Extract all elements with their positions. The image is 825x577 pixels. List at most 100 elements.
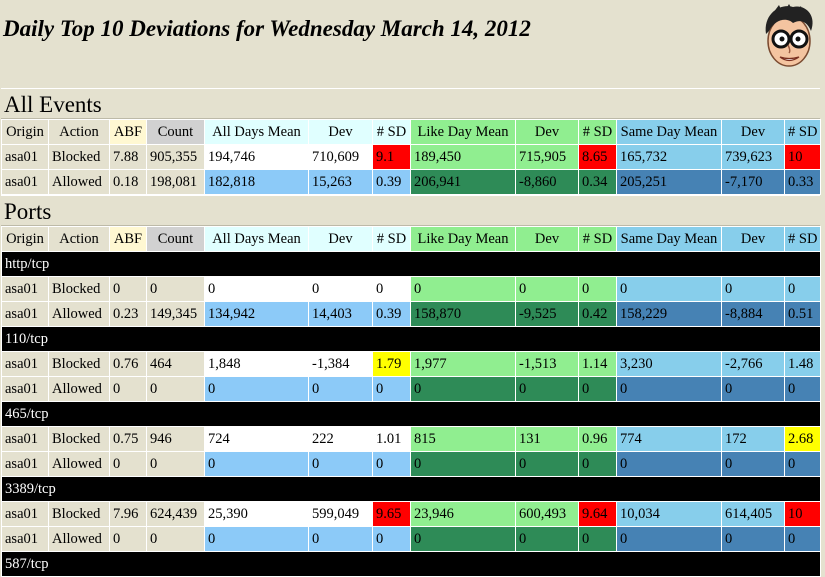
cell-same-day-mean: 774 xyxy=(616,426,722,452)
cell-same-day-mean: 3,230 xyxy=(616,351,722,377)
header-count: Count xyxy=(146,119,205,145)
cell-abf: 7.96 xyxy=(109,501,147,527)
cell-same-day-dev: 0 xyxy=(721,451,785,477)
cell-same-day-mean: 0 xyxy=(616,276,722,302)
group-label: 110/tcp xyxy=(1,326,821,352)
cell-all-days-mean: 0 xyxy=(204,276,309,302)
group-row: 3389/tcp xyxy=(1,476,821,502)
cell-all-days-sd: 9.65 xyxy=(372,501,411,527)
cell-same-day-dev: 0 xyxy=(721,376,785,402)
cell-same-day-sd: 0.51 xyxy=(784,301,821,327)
cell-action: Allowed xyxy=(48,451,110,477)
cell-like-day-sd: 0 xyxy=(578,526,617,552)
report-content: All Events Origin Action ABF Count All Days M… xyxy=(1,88,821,577)
cell-like-day-sd: 0.96 xyxy=(578,426,617,452)
cell-origin: asa01 xyxy=(1,144,49,170)
cell-same-day-sd: 10 xyxy=(784,501,821,527)
cell-same-day-sd: 0.33 xyxy=(784,169,821,195)
cell-action: Allowed xyxy=(48,376,110,402)
cell-all-days-mean: 25,390 xyxy=(204,501,309,527)
table-row: asa01 Allowed 0 0 0 0 0 0 0 0 0 0 0 xyxy=(1,451,821,477)
cell-like-day-dev: 0 xyxy=(515,526,579,552)
cell-like-day-mean: 0 xyxy=(410,451,516,477)
header-same-day-sd: # SD xyxy=(784,226,821,252)
cell-same-day-mean: 0 xyxy=(616,376,722,402)
cell-like-day-mean: 1,977 xyxy=(410,351,516,377)
header-origin: Origin xyxy=(1,119,49,145)
header-like-day-sd: # SD xyxy=(578,226,617,252)
table-row: asa01 Blocked 7.96 624,439 25,390 599,049 9.65… xyxy=(1,501,821,527)
header-like-day-sd: # SD xyxy=(578,119,617,145)
cell-same-day-sd: 0 xyxy=(784,451,821,477)
cell-all-days-sd: 1.01 xyxy=(372,426,411,452)
cell-origin: asa01 xyxy=(1,526,49,552)
cell-all-days-dev: 710,609 xyxy=(308,144,373,170)
cell-all-days-mean: 0 xyxy=(204,526,309,552)
cell-origin: asa01 xyxy=(1,351,49,377)
header-all-days-sd: # SD xyxy=(372,226,411,252)
header-action: Action xyxy=(48,119,110,145)
cell-same-day-dev: 0 xyxy=(721,276,785,302)
header-like-day-dev: Dev xyxy=(515,226,579,252)
cell-like-day-dev: 715,905 xyxy=(515,144,579,170)
header-same-day-dev: Dev xyxy=(721,226,785,252)
header-all-days-mean: All Days Mean xyxy=(204,226,309,252)
cell-all-days-dev: 15,263 xyxy=(308,169,373,195)
cell-all-days-sd: 0 xyxy=(372,526,411,552)
cell-like-day-mean: 206,941 xyxy=(410,169,516,195)
cell-same-day-sd: 0 xyxy=(784,376,821,402)
cell-like-day-mean: 0 xyxy=(410,526,516,552)
cell-like-day-sd: 9.64 xyxy=(578,501,617,527)
cell-like-day-mean: 23,946 xyxy=(410,501,516,527)
cell-same-day-sd: 1.48 xyxy=(784,351,821,377)
cell-all-days-dev: -1,384 xyxy=(308,351,373,377)
cell-abf: 0.23 xyxy=(109,301,147,327)
cell-all-days-sd: 0.39 xyxy=(372,301,411,327)
cell-same-day-mean: 158,229 xyxy=(616,301,722,327)
table-row: asa01 Blocked 0.75 946 724 222 1.01 815 131 0.96 7… xyxy=(1,426,821,452)
cell-all-days-sd: 0.39 xyxy=(372,169,411,195)
table-header-row: Origin Action ABF Count All Days Mean Dev # SD… xyxy=(1,226,821,252)
cell-same-day-sd: 0 xyxy=(784,526,821,552)
cell-like-day-dev: -9,525 xyxy=(515,301,579,327)
cell-like-day-sd: 0 xyxy=(578,376,617,402)
header-same-day-sd: # SD xyxy=(784,119,821,145)
cell-like-day-sd: 8.65 xyxy=(578,144,617,170)
cell-like-day-dev: 600,493 xyxy=(515,501,579,527)
cell-abf: 0 xyxy=(109,376,147,402)
group-label: 587/tcp xyxy=(1,551,821,577)
cell-abf: 0.76 xyxy=(109,351,147,377)
cell-same-day-sd: 0 xyxy=(784,276,821,302)
cell-count: 149,345 xyxy=(146,301,205,327)
header-like-day-mean: Like Day Mean xyxy=(410,119,516,145)
table-row: asa01 Allowed 0 0 0 0 0 0 0 0 0 0 0 xyxy=(1,526,821,552)
cell-origin: asa01 xyxy=(1,376,49,402)
cell-all-days-mean: 724 xyxy=(204,426,309,452)
cell-count: 624,439 xyxy=(146,501,205,527)
cell-same-day-dev: 0 xyxy=(721,526,785,552)
mascot-logo-icon xyxy=(765,4,813,67)
cell-same-day-dev: -7,170 xyxy=(721,169,785,195)
cell-action: Blocked xyxy=(48,426,110,452)
cell-like-day-dev: 0 xyxy=(515,376,579,402)
cell-action: Allowed xyxy=(48,301,110,327)
header-all-days-sd: # SD xyxy=(372,119,411,145)
group-label: 465/tcp xyxy=(1,401,821,427)
cell-action: Allowed xyxy=(48,526,110,552)
cell-all-days-mean: 134,942 xyxy=(204,301,309,327)
header-like-day-mean: Like Day Mean xyxy=(410,226,516,252)
cell-like-day-dev: 131 xyxy=(515,426,579,452)
cell-all-days-mean: 1,848 xyxy=(204,351,309,377)
cell-all-days-dev: 222 xyxy=(308,426,373,452)
table-row: asa01 Allowed 0.18 198,081 182,818 15,263 0.39… xyxy=(1,169,821,195)
cell-same-day-mean: 0 xyxy=(616,451,722,477)
cell-all-days-sd: 1.79 xyxy=(372,351,411,377)
cell-origin: asa01 xyxy=(1,276,49,302)
cell-abf: 7.88 xyxy=(109,144,147,170)
deviation-table: Origin Action ABF Count All Days Mean Dev # SD… xyxy=(1,226,821,577)
cell-like-day-mean: 189,450 xyxy=(410,144,516,170)
table-header-row: Origin Action ABF Count All Days Mean Dev # SD… xyxy=(1,119,821,145)
cell-all-days-mean: 194,746 xyxy=(204,144,309,170)
deviation-table: Origin Action ABF Count All Days Mean Dev # SD… xyxy=(1,119,821,195)
cell-all-days-dev: 0 xyxy=(308,451,373,477)
